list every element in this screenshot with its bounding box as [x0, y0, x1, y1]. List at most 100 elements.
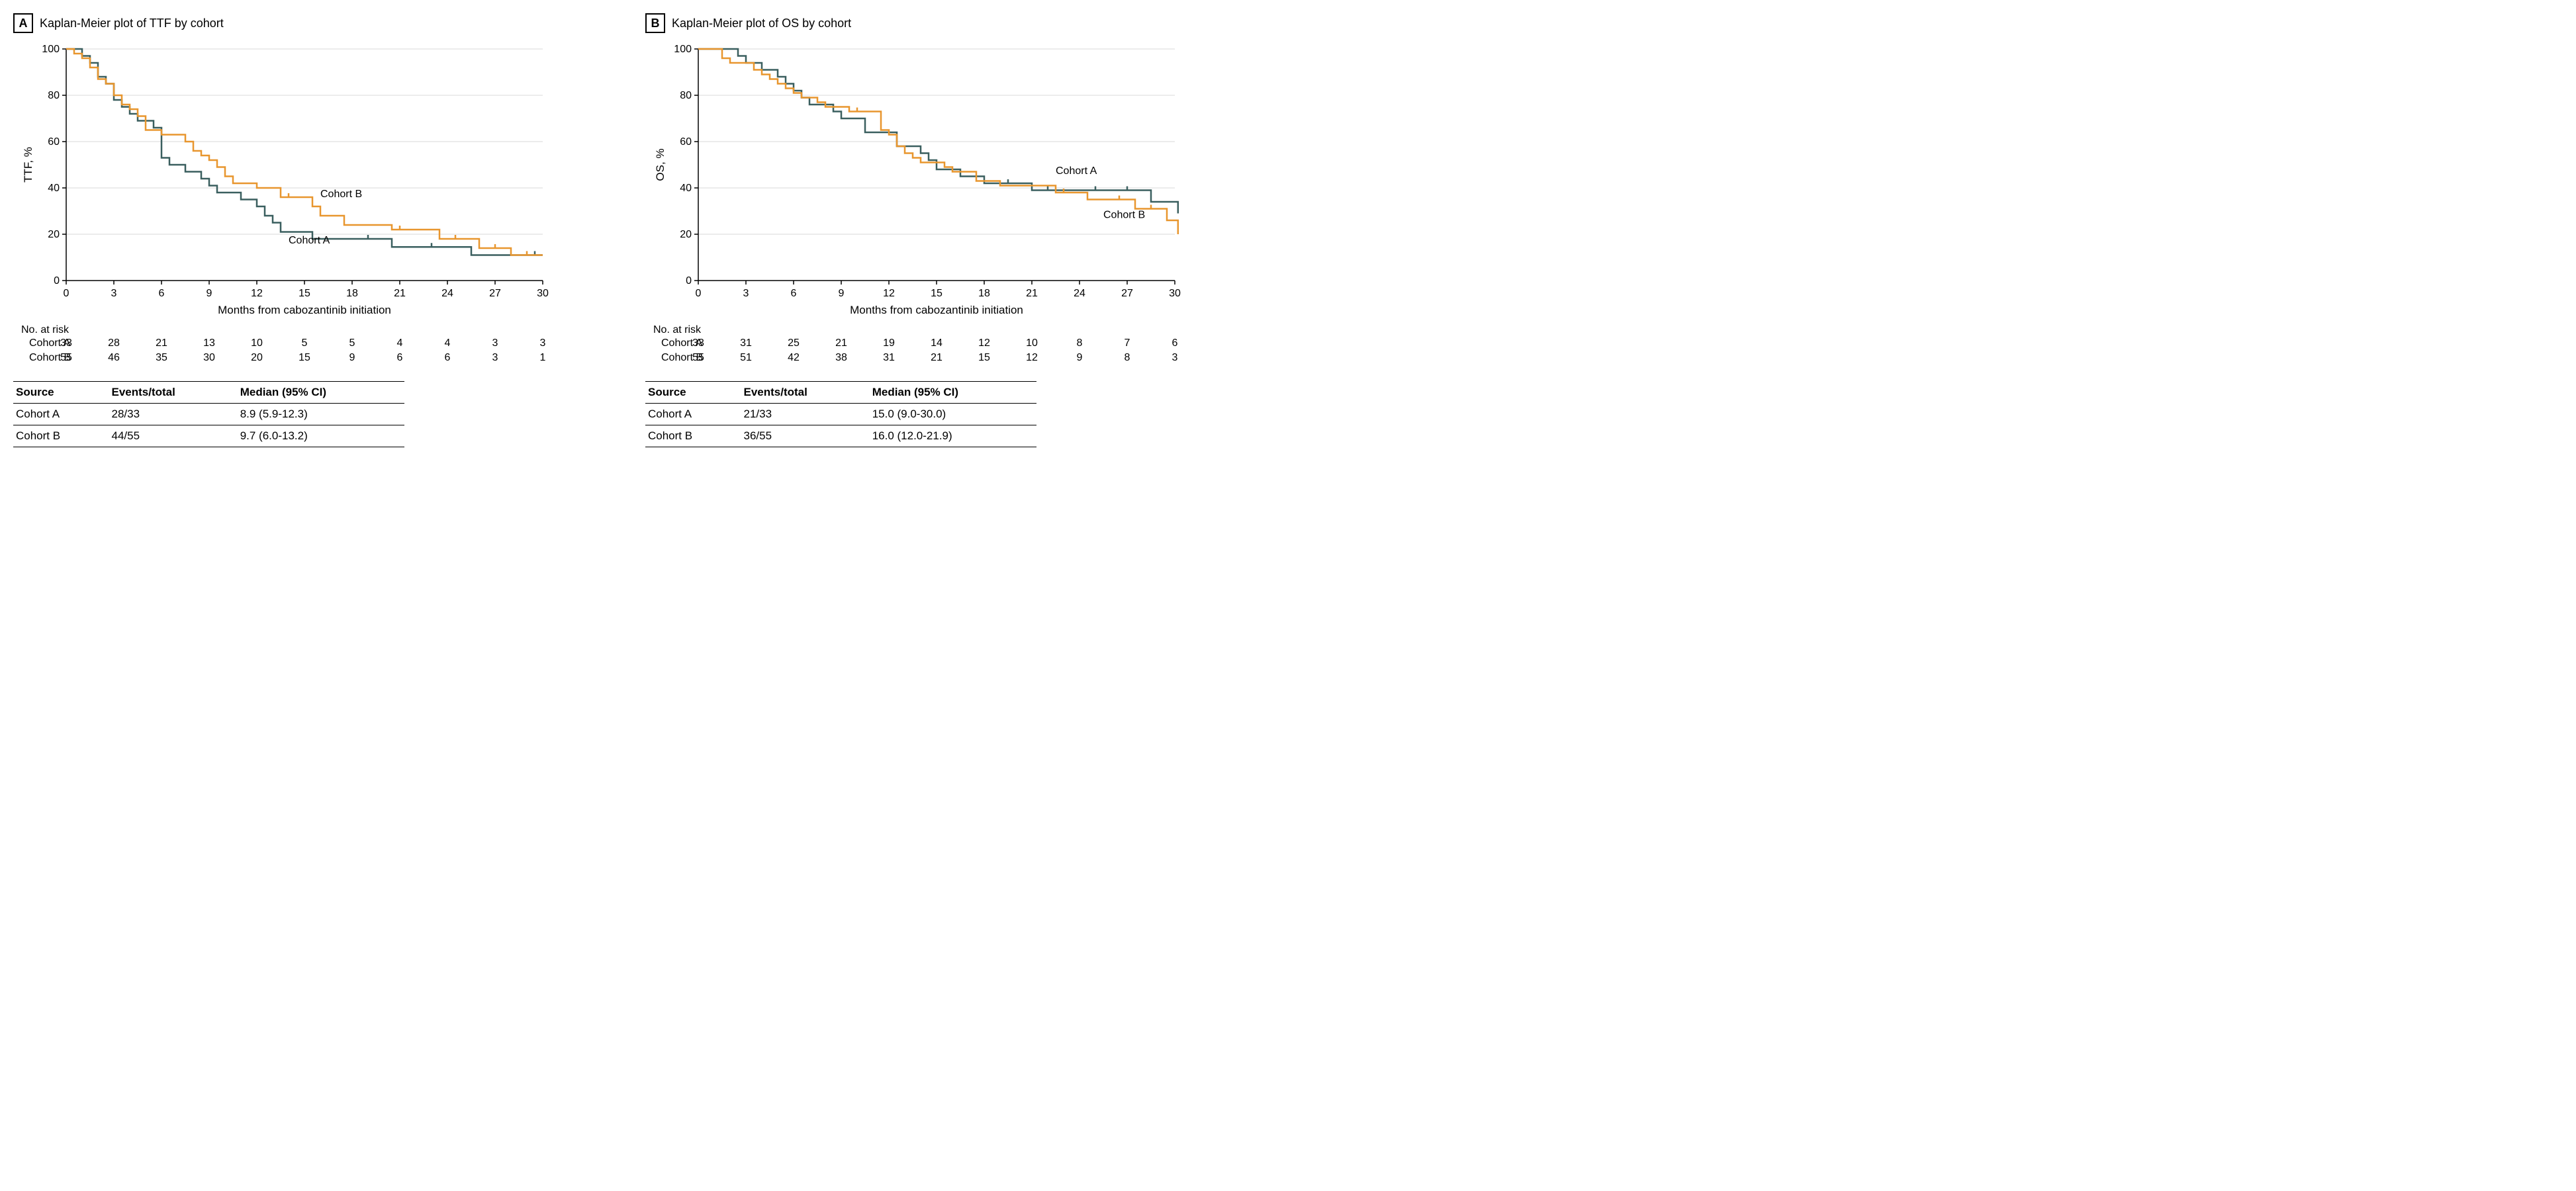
risk-value: 4	[397, 337, 403, 349]
svg-text:OS, %: OS, %	[654, 148, 667, 181]
risk-value: 55	[60, 352, 72, 364]
svg-text:30: 30	[537, 288, 549, 299]
risk-value: 9	[349, 352, 355, 364]
risk-row: Cohort A3328211310554433	[13, 337, 606, 352]
svg-text:Cohort A: Cohort A	[289, 235, 330, 246]
panel-a-title: Kaplan-Meier plot of TTF by cohort	[40, 17, 224, 30]
summary-row: Cohort B44/559.7 (6.0-13.2)	[13, 425, 404, 447]
svg-text:20: 20	[48, 229, 60, 240]
svg-text:Cohort A: Cohort A	[1056, 165, 1097, 177]
svg-text:15: 15	[299, 288, 310, 299]
svg-text:0: 0	[696, 288, 702, 299]
panel-b-letter: B	[645, 13, 665, 33]
risk-row: Cohort B55463530201596631	[13, 352, 606, 367]
svg-text:15: 15	[931, 288, 943, 299]
panel-b-summary-table: SourceEvents/totalMedian (95% CI) Cohort…	[645, 381, 1036, 447]
panel-b: B Kaplan-Meier plot of OS by cohort 0 20 4…	[645, 13, 1238, 447]
svg-text:3: 3	[743, 288, 749, 299]
risk-value: 10	[251, 337, 263, 349]
svg-text:12: 12	[883, 288, 895, 299]
panel-b-chart: 020406080100036912151821242730OS, %Month…	[645, 42, 1238, 320]
panel-a-risk-label: No. at risk	[13, 324, 606, 336]
risk-value: 1	[540, 352, 546, 364]
svg-text:6: 6	[791, 288, 797, 299]
risk-value: 25	[788, 337, 800, 349]
risk-value: 51	[740, 352, 752, 364]
risk-value: 31	[883, 352, 895, 364]
panel-a-letter: A	[13, 13, 33, 33]
risk-value: 15	[299, 352, 310, 364]
risk-value: 12	[978, 337, 990, 349]
panel-b-title-row: B Kaplan-Meier plot of OS by cohort	[645, 13, 1238, 33]
svg-text:Months from cabozantinib initi: Months from cabozantinib initiation	[218, 304, 391, 316]
svg-text:TTF, %: TTF, %	[22, 147, 34, 183]
risk-value: 12	[1026, 352, 1038, 364]
summary-col-header: Source	[645, 382, 741, 404]
risk-value: 6	[1172, 337, 1178, 349]
risk-value: 9	[1077, 352, 1083, 364]
svg-text:24: 24	[1074, 288, 1085, 299]
svg-text:40: 40	[48, 183, 60, 194]
risk-value: 33	[60, 337, 72, 349]
risk-value: 3	[492, 352, 498, 364]
figure: A Kaplan-Meier plot of TTF by cohort 0 20…	[13, 13, 1238, 447]
summary-col-header: Source	[13, 382, 109, 404]
svg-text:Cohort B: Cohort B	[320, 189, 362, 200]
summary-cell: 36/55	[741, 425, 870, 447]
panel-b-risk-table: No. at risk Cohort A3331252119141210876C…	[645, 324, 1238, 367]
svg-text:60: 60	[680, 136, 692, 148]
risk-value: 19	[883, 337, 895, 349]
svg-text:80: 80	[48, 90, 60, 101]
panel-a-title-row: A Kaplan-Meier plot of TTF by cohort	[13, 13, 606, 33]
panel-a: A Kaplan-Meier plot of TTF by cohort 0 20…	[13, 13, 606, 447]
risk-value: 30	[203, 352, 215, 364]
risk-value: 14	[931, 337, 943, 349]
svg-text:21: 21	[394, 288, 406, 299]
panel-a-risk-table: No. at risk Cohort A3328211310554433Coho…	[13, 324, 606, 367]
risk-value: 46	[108, 352, 120, 364]
svg-text:12: 12	[251, 288, 263, 299]
svg-text:27: 27	[489, 288, 501, 299]
summary-row: Cohort A21/3315.0 (9.0-30.0)	[645, 404, 1036, 425]
summary-col-header: Median (95% CI)	[870, 382, 1036, 404]
svg-text:20: 20	[680, 229, 692, 240]
risk-value: 33	[692, 337, 704, 349]
svg-text:18: 18	[346, 288, 358, 299]
risk-value: 20	[251, 352, 263, 364]
risk-value: 8	[1125, 352, 1130, 364]
risk-row: Cohort B5551423831211512983	[645, 352, 1238, 367]
svg-text:9: 9	[839, 288, 845, 299]
panel-b-risk-label: No. at risk	[645, 324, 1238, 336]
risk-value: 21	[931, 352, 943, 364]
svg-text:18: 18	[978, 288, 990, 299]
risk-value: 3	[1172, 352, 1178, 364]
panel-a-summary-table: SourceEvents/totalMedian (95% CI) Cohort…	[13, 381, 404, 447]
summary-cell: Cohort B	[13, 425, 109, 447]
risk-value: 4	[445, 337, 451, 349]
summary-cell: Cohort B	[645, 425, 741, 447]
summary-cell: 21/33	[741, 404, 870, 425]
risk-value: 35	[156, 352, 167, 364]
svg-text:Months from cabozantinib initi: Months from cabozantinib initiation	[850, 304, 1023, 316]
summary-cell: 15.0 (9.0-30.0)	[870, 404, 1036, 425]
summary-col-header: Events/total	[741, 382, 870, 404]
svg-text:30: 30	[1169, 288, 1181, 299]
risk-value: 10	[1026, 337, 1038, 349]
risk-row: Cohort A3331252119141210876	[645, 337, 1238, 352]
risk-value: 28	[108, 337, 120, 349]
svg-text:27: 27	[1121, 288, 1133, 299]
svg-text:21: 21	[1026, 288, 1038, 299]
risk-value: 7	[1125, 337, 1130, 349]
risk-value: 6	[397, 352, 403, 364]
risk-value: 5	[302, 337, 308, 349]
risk-value: 42	[788, 352, 800, 364]
svg-text:0: 0	[64, 288, 69, 299]
summary-cell: 28/33	[109, 404, 238, 425]
summary-col-header: Median (95% CI)	[238, 382, 404, 404]
svg-text:9: 9	[207, 288, 212, 299]
risk-value: 3	[540, 337, 546, 349]
svg-text:80: 80	[680, 90, 692, 101]
svg-text:6: 6	[159, 288, 165, 299]
svg-text:100: 100	[42, 44, 60, 55]
summary-cell: Cohort A	[645, 404, 741, 425]
